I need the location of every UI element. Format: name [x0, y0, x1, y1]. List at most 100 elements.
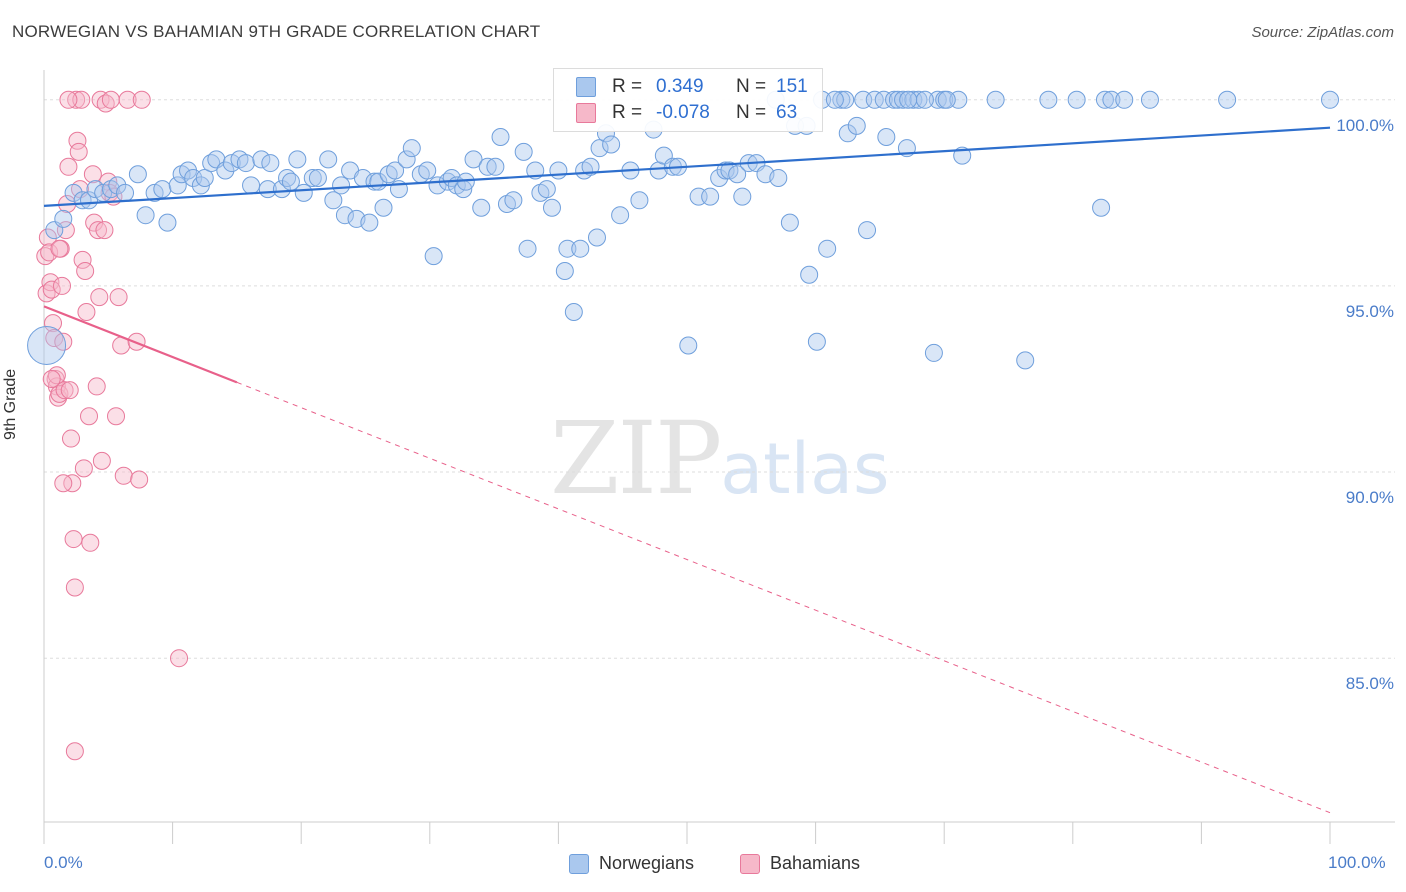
norwegian-point — [27, 325, 67, 365]
bahamian-point — [42, 280, 61, 299]
y-axis-label: 9th Grade — [2, 368, 19, 440]
norwegian-point — [780, 213, 799, 232]
bahamian-point — [95, 221, 114, 240]
norwegian-point — [236, 154, 255, 173]
chart-title: NORWEGIAN VS BAHAMIAN 9TH GRADE CORRELAT… — [12, 22, 541, 41]
norwegian-point — [899, 90, 918, 109]
norwegian-point — [587, 228, 606, 247]
bahamian-point — [132, 90, 151, 109]
norwegian-point — [924, 343, 943, 362]
series-legend: Norwegians Bahamians — [0, 853, 1406, 877]
norwegian-point — [335, 206, 354, 225]
bahamian-point — [63, 474, 82, 493]
bahamian-point — [38, 228, 57, 247]
norwegian-point — [195, 168, 214, 187]
bahamian-point — [81, 533, 100, 552]
bahamian-point — [107, 407, 126, 426]
norwegian-point — [1092, 198, 1111, 217]
norwegian-point — [261, 154, 280, 173]
norwegian-point — [558, 239, 577, 258]
bahamian-point — [65, 742, 84, 761]
bahamian-point — [74, 459, 93, 478]
legend-n-label: N = — [736, 102, 767, 123]
norwegian-point — [319, 150, 338, 169]
norwegian-point — [1095, 90, 1114, 109]
norwegian-point — [402, 139, 421, 158]
norwegian-point — [80, 191, 99, 210]
norwegian-point — [360, 213, 379, 232]
bahamian-point — [59, 90, 78, 109]
norwegian-point — [915, 90, 934, 109]
norwegian-point — [168, 176, 187, 195]
norwegian-point — [54, 209, 73, 228]
x-tick-label-max: 100.0% — [1328, 853, 1386, 872]
watermark-zip: ZIP — [550, 400, 722, 517]
y-tick-label: 85.0% — [1345, 674, 1394, 694]
bahamian-point — [170, 649, 189, 668]
bahamian-point — [72, 90, 91, 109]
bahamian-point — [55, 381, 74, 400]
norwegian-point — [486, 157, 505, 176]
bahamian-point — [90, 288, 109, 307]
norwegian-point — [1039, 90, 1058, 109]
correlation-legend: R = 0.349 N = 151 R = -0.078 N = 63 — [553, 68, 823, 132]
norwegian-point — [1218, 90, 1237, 109]
norwegian-point — [847, 116, 866, 135]
norwegian-point — [324, 191, 343, 210]
norwegian-point — [728, 165, 747, 184]
bahamian-point — [83, 165, 102, 184]
norwegian-point — [807, 332, 826, 351]
y-tick-label: 100.0% — [1336, 115, 1394, 135]
norwegians-points — [27, 90, 1339, 370]
bahamian-point — [45, 329, 64, 348]
legend-item-norwegians[interactable]: Norwegians — [569, 853, 694, 874]
norwegian-point — [332, 176, 351, 195]
norwegian-point — [294, 183, 313, 202]
norwegian-point — [710, 168, 729, 187]
norwegian-point — [1067, 90, 1086, 109]
norwegian-point — [733, 187, 752, 206]
norwegian-point — [838, 124, 857, 143]
norwegian-point — [701, 187, 720, 206]
norwegian-point — [518, 239, 537, 258]
bahamian-point — [114, 466, 133, 485]
watermark: ZIPatlas — [550, 400, 889, 517]
legend-n-label: N = — [736, 76, 767, 97]
legend-swatch-blue — [569, 853, 589, 874]
norwegian-point — [374, 198, 393, 217]
bahamian-point — [62, 429, 81, 448]
norwegian-point — [542, 198, 561, 217]
bahamian-point — [67, 90, 86, 109]
bahamian-point — [54, 474, 73, 493]
norwegian-point — [418, 161, 437, 180]
norwegian-point — [885, 90, 904, 109]
axes — [43, 70, 1395, 844]
bahamians-trend-line — [43, 305, 238, 384]
norwegian-point — [630, 191, 649, 210]
norwegian-point — [590, 139, 609, 158]
norwegian-point — [537, 180, 556, 199]
bahamian-point — [109, 288, 128, 307]
norwegian-point — [472, 198, 491, 217]
bahamians-points — [36, 90, 189, 761]
norwegian-point — [909, 90, 928, 109]
bahamian-point — [89, 221, 108, 240]
norwegian-point — [769, 168, 788, 187]
norwegian-point — [478, 157, 497, 176]
legend-item-bahamians[interactable]: Bahamians — [740, 853, 860, 874]
bahamian-point — [101, 90, 120, 109]
norwegian-point — [858, 221, 877, 240]
norwegian-point — [108, 176, 127, 195]
bahamian-point — [76, 262, 95, 281]
bahamian-point — [92, 451, 111, 470]
bahamian-point — [130, 470, 149, 489]
bahamian-point — [42, 369, 61, 388]
bahamian-point — [73, 250, 92, 269]
bahamian-point — [50, 239, 69, 258]
legend-n-value: 63 — [776, 102, 798, 123]
bahamian-point — [53, 276, 72, 295]
norwegian-point — [611, 206, 630, 225]
norwegian-point — [397, 150, 416, 169]
y-tick-label: 90.0% — [1345, 488, 1394, 508]
